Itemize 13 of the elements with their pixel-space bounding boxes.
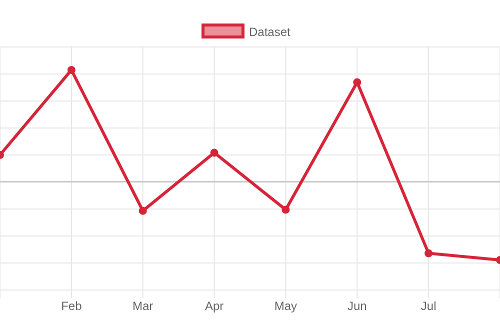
point bbox=[210, 148, 218, 157]
x-tick-label: Apr bbox=[204, 299, 224, 313]
point bbox=[67, 66, 76, 74]
legend-label: Dataset bbox=[249, 25, 292, 39]
x-tick-label: Feb bbox=[61, 299, 82, 313]
x-tick-label: Jul bbox=[420, 299, 436, 313]
point bbox=[282, 206, 290, 214]
x-tick-label: Mar bbox=[132, 299, 154, 313]
x-tick-label: May bbox=[274, 299, 298, 313]
point bbox=[138, 206, 147, 215]
point bbox=[353, 78, 362, 86]
x-tick-label: Jun bbox=[347, 299, 367, 313]
point bbox=[424, 249, 433, 258]
